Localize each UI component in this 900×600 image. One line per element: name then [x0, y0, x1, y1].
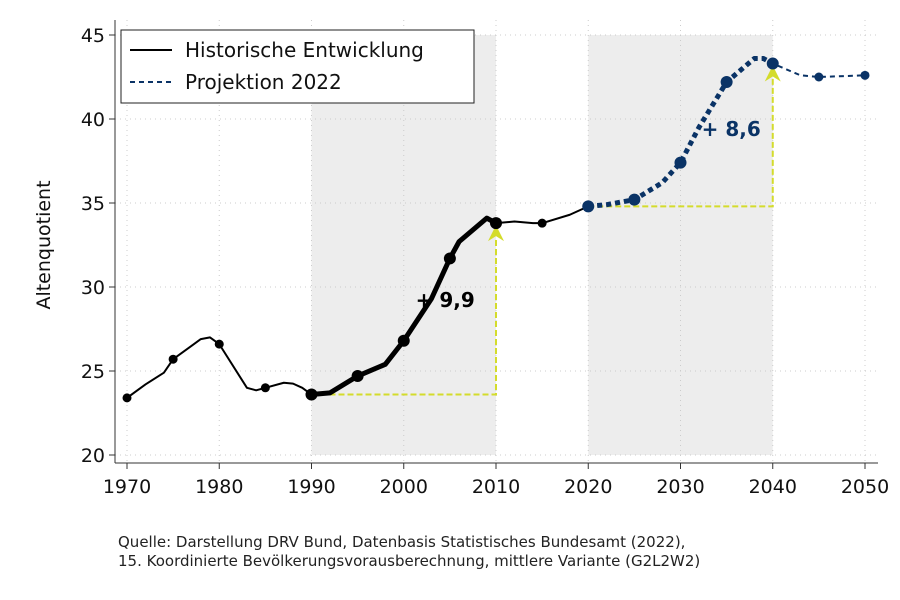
y-tick-label: 40 [81, 109, 105, 131]
x-tick-label: 2030 [656, 476, 704, 498]
y-tick-label: 20 [81, 445, 105, 467]
data-point [305, 388, 318, 401]
x-tick-label: 2040 [749, 476, 797, 498]
data-point [490, 217, 502, 230]
source-line-1: Quelle: Darstellung DRV Bund, Datenbasis… [118, 533, 686, 551]
data-point [397, 334, 410, 347]
arrow-head [488, 225, 504, 242]
data-point [766, 57, 779, 70]
data-point [582, 200, 595, 213]
data-point [628, 193, 641, 206]
data-point [122, 393, 132, 403]
x-tick-label: 2020 [564, 476, 612, 498]
data-point [860, 70, 870, 80]
data-point [214, 339, 224, 349]
legend-label: Projektion 2022 [185, 70, 342, 94]
data-point [351, 370, 364, 383]
data-point [674, 156, 687, 169]
source-line-2: 15. Koordinierte Bevölkerungsvorausberec… [118, 552, 701, 570]
data-point [720, 76, 733, 89]
legend-label: Historische Entwicklung [185, 38, 424, 62]
y-tick-label: 25 [81, 361, 105, 383]
y-axis-label: Altenquotient [33, 180, 55, 309]
data-point [814, 72, 824, 82]
series-line-highlight [588, 56, 774, 209]
data-point [443, 252, 456, 265]
change-arrow [311, 237, 497, 396]
x-tick-label: 2010 [472, 476, 520, 498]
data-point [168, 354, 178, 364]
y-tick-label: 35 [81, 193, 105, 215]
x-tick-label: 1980 [195, 476, 243, 498]
x-tick-label: 1990 [287, 476, 335, 498]
data-point [260, 383, 270, 393]
y-tick-label: 30 [81, 277, 105, 299]
series-line-highlight [311, 215, 498, 398]
source-note: Quelle: Darstellung DRV Bund, Datenbasis… [118, 533, 700, 571]
arrow-head [764, 65, 781, 82]
data-point [537, 218, 547, 228]
change-arrow [588, 77, 774, 208]
x-tick-label: 1970 [103, 476, 151, 498]
legend [120, 29, 475, 104]
change-label: + 8,6 [702, 117, 761, 141]
x-tick-label: 2050 [841, 476, 889, 498]
y-tick-label: 45 [81, 25, 105, 47]
x-tick-label: 2000 [380, 476, 428, 498]
